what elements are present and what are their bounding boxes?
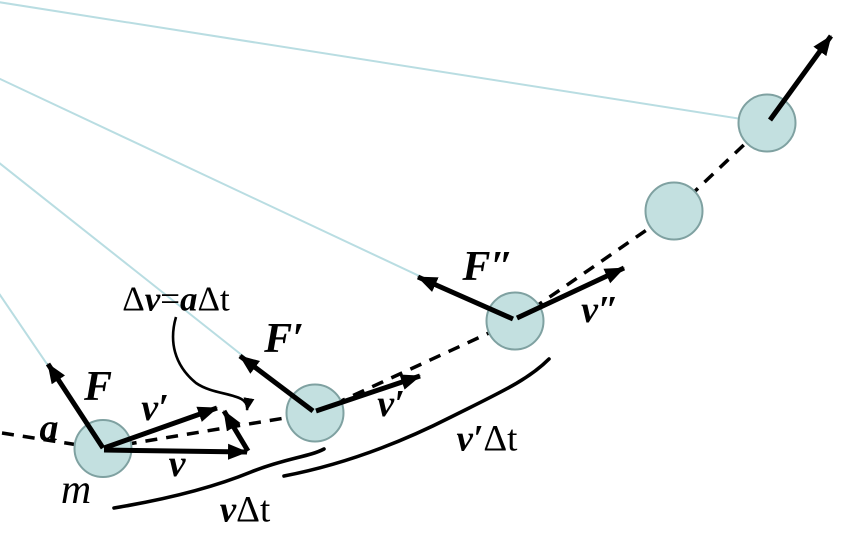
mass-label: m	[60, 467, 92, 513]
velocity-arrow-particle-5	[767, 34, 834, 122]
step2-v: v′	[456, 418, 484, 460]
step-label-v-dt: vΔt	[220, 492, 271, 529]
acceleration-label: a	[39, 407, 59, 449]
trajectory-segment-1	[103, 411, 316, 450]
step1-dt: Δt	[236, 489, 271, 531]
velocity-arrow-v-prime	[315, 373, 421, 414]
equation-delta-2: Δ	[197, 279, 221, 319]
force-arrow-2	[238, 354, 315, 413]
delta-v-equation-label: Δv=aΔt	[122, 282, 230, 317]
equation-a: a	[180, 279, 198, 319]
step1-v: v	[219, 489, 237, 531]
particle-3	[485, 291, 545, 351]
velocity-label-v: v	[168, 443, 186, 485]
underbrace-vprime-dt	[282, 357, 551, 478]
trajectory-segment-2	[314, 319, 516, 415]
velocity-arrow-v	[103, 443, 248, 460]
velocity-arrow-v-prime-construction	[103, 405, 218, 451]
velocity-label-v-prime: v′	[377, 383, 405, 425]
equation-v: v	[144, 279, 161, 319]
velocity-label-v-prime-construction: v′	[141, 387, 169, 429]
force-arrow-1	[45, 362, 106, 450]
velocity-arrow-v-double-prime	[515, 265, 626, 321]
equation-delta-1: Δ	[122, 279, 145, 319]
force-label-3: F″	[462, 244, 514, 290]
underbrace-v-dt	[112, 447, 326, 510]
particles-group	[73, 93, 797, 478]
particle-2	[285, 383, 345, 443]
step-label-v-prime-dt: v′Δt	[457, 421, 518, 458]
force-label-2: F′	[264, 316, 304, 362]
particle-5	[737, 93, 797, 153]
particle-4	[644, 181, 704, 241]
equation-t: t	[220, 279, 230, 319]
velocity-label-v-double-prime: v″	[581, 289, 619, 331]
annotation-pointer-arrow	[171, 316, 255, 411]
step2-dt: Δt	[483, 418, 518, 460]
force-arrow-3	[416, 274, 515, 322]
trajectory-segment-3	[514, 209, 675, 323]
radial-line-to-particle-5	[0, 1, 768, 124]
delta-v-arrow	[221, 409, 251, 453]
force-label-1: F	[83, 364, 113, 410]
equation-equals: =	[160, 279, 181, 319]
